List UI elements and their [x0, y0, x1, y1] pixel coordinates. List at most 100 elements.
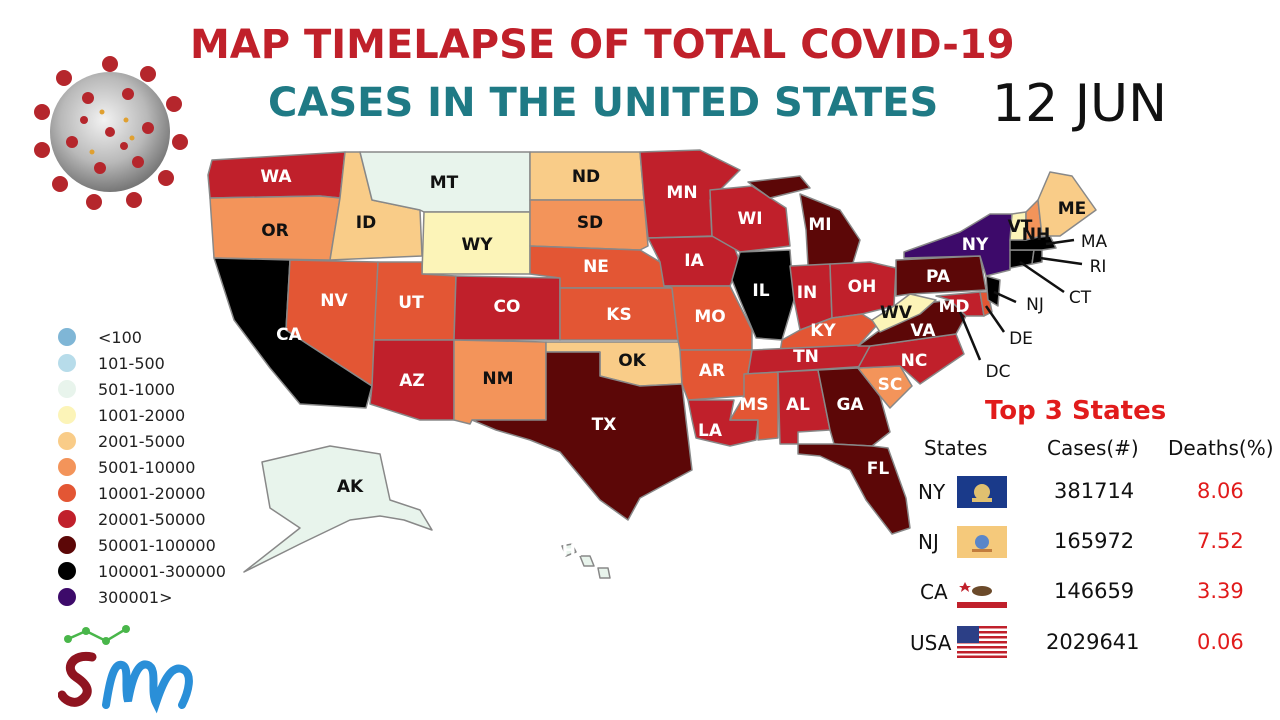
label-ny: NY: [962, 235, 989, 255]
legend-swatch: [58, 510, 76, 528]
label-id: ID: [356, 213, 376, 233]
label-mi: MI: [808, 215, 831, 235]
title-line-2: CASES IN THE UNITED STATES: [268, 80, 939, 126]
legend-item: 10001-20000: [58, 480, 206, 506]
state-fl[interactable]: [797, 443, 911, 535]
legend-item: 501-1000: [58, 376, 175, 402]
label-ks: KS: [606, 305, 631, 325]
row-deaths-ca: 3.39: [1197, 579, 1244, 603]
legend-item: 101-500: [58, 350, 165, 376]
state-tx[interactable]: [471, 351, 693, 521]
row-cases-nj: 165972: [1054, 529, 1135, 553]
legend-swatch: [58, 562, 76, 580]
legend-label: 20001-50000: [98, 509, 206, 529]
state-sd[interactable]: [529, 199, 649, 251]
label-in: IN: [797, 283, 818, 303]
label-vt: VT: [1008, 217, 1033, 237]
label-ut: UT: [398, 293, 424, 313]
label-me: ME: [1058, 199, 1087, 219]
label-va: VA: [910, 321, 936, 341]
state-md[interactable]: [935, 291, 985, 317]
legend-swatch: [58, 354, 76, 372]
title-line-1: MAP TIMELAPSE OF TOTAL COVID-19: [190, 22, 1015, 68]
label-nj: NJ: [1026, 295, 1044, 315]
row-state-ca: CA: [920, 580, 948, 604]
label-nd: ND: [572, 167, 600, 187]
label-fl: FL: [867, 459, 890, 479]
state-ny[interactable]: [903, 213, 1013, 277]
label-wi: WI: [737, 209, 762, 229]
label-al: AL: [786, 395, 810, 415]
row-deaths-ny: 8.06: [1197, 479, 1244, 503]
label-sc: SC: [878, 375, 903, 395]
state-me[interactable]: [1037, 171, 1097, 237]
row-cases-ca: 146659: [1054, 579, 1135, 603]
state-hi[interactable]: [561, 543, 611, 579]
label-wv: WV: [880, 303, 913, 323]
ny-flag-icon: [957, 476, 1007, 508]
row-cases-usa: 2029641: [1046, 630, 1140, 654]
ca-flag-icon: [957, 576, 1007, 608]
state-ct[interactable]: [1009, 249, 1035, 269]
label-tn: TN: [793, 347, 819, 367]
state-nj[interactable]: [985, 275, 1001, 307]
label-nv: NV: [320, 291, 348, 311]
label-la: LA: [698, 421, 723, 441]
row-cases-ny: 381714: [1054, 479, 1135, 503]
label-nm: NM: [482, 369, 513, 389]
state-wi[interactable]: [709, 185, 791, 253]
label-ms: MS: [739, 395, 768, 415]
label-ky: KY: [810, 321, 836, 341]
legend-swatch: [58, 484, 76, 502]
legend-label: 2001-5000: [98, 431, 186, 451]
label-az: AZ: [399, 371, 424, 391]
label-nh: NH: [1022, 225, 1050, 245]
state-il[interactable]: [731, 249, 795, 341]
label-co: CO: [494, 297, 521, 317]
label-de: DE: [1009, 329, 1033, 349]
col-header-deaths: Deaths(%): [1168, 436, 1274, 460]
legend-item: 1001-2000: [58, 402, 185, 428]
state-ar[interactable]: [679, 349, 753, 401]
legend-item: 5001-10000: [58, 454, 195, 480]
label-sd: SD: [577, 213, 603, 233]
label-hi: HI: [562, 541, 583, 561]
label-tx: TX: [592, 415, 617, 435]
label-ak: AK: [337, 477, 364, 497]
label-il: IL: [752, 281, 769, 301]
legend-label: 50001-100000: [98, 535, 216, 555]
legend-label: 5001-10000: [98, 457, 196, 477]
state-ak[interactable]: [243, 445, 433, 573]
label-md: MD: [938, 297, 969, 317]
legend-label: 501-1000: [98, 379, 176, 399]
col-header-states: States: [924, 436, 988, 460]
nj-flag-icon: [957, 526, 1007, 558]
legend-label: 101-500: [98, 353, 165, 373]
label-ok: OK: [618, 351, 646, 371]
legend-swatch: [58, 432, 76, 450]
label-pa: PA: [926, 267, 951, 287]
label-ma: MA: [1081, 232, 1108, 252]
state-la[interactable]: [687, 399, 759, 447]
label-oh: OH: [848, 277, 877, 297]
usa-flag-icon: [957, 626, 1007, 658]
label-or: OR: [261, 221, 289, 241]
label-mn: MN: [666, 183, 697, 203]
row-state-usa: USA: [910, 631, 952, 655]
legend-label: 10001-20000: [98, 483, 206, 503]
label-mo: MO: [694, 307, 725, 327]
label-wa: WA: [260, 167, 292, 187]
legend-swatch: [58, 328, 76, 346]
legend-swatch: [58, 380, 76, 398]
legend-item: 100001-300000: [58, 558, 226, 584]
legend-item: 50001-100000: [58, 532, 216, 558]
row-state-ny: NY: [918, 480, 946, 504]
row-state-nj: NJ: [918, 530, 939, 554]
col-header-cases: Cases(#): [1047, 436, 1139, 460]
legend-label: 300001>: [98, 587, 173, 607]
label-wy: WY: [461, 235, 493, 255]
label-ar: AR: [699, 361, 725, 381]
label-ri: RI: [1090, 257, 1107, 277]
legend-item: 2001-5000: [58, 428, 185, 454]
